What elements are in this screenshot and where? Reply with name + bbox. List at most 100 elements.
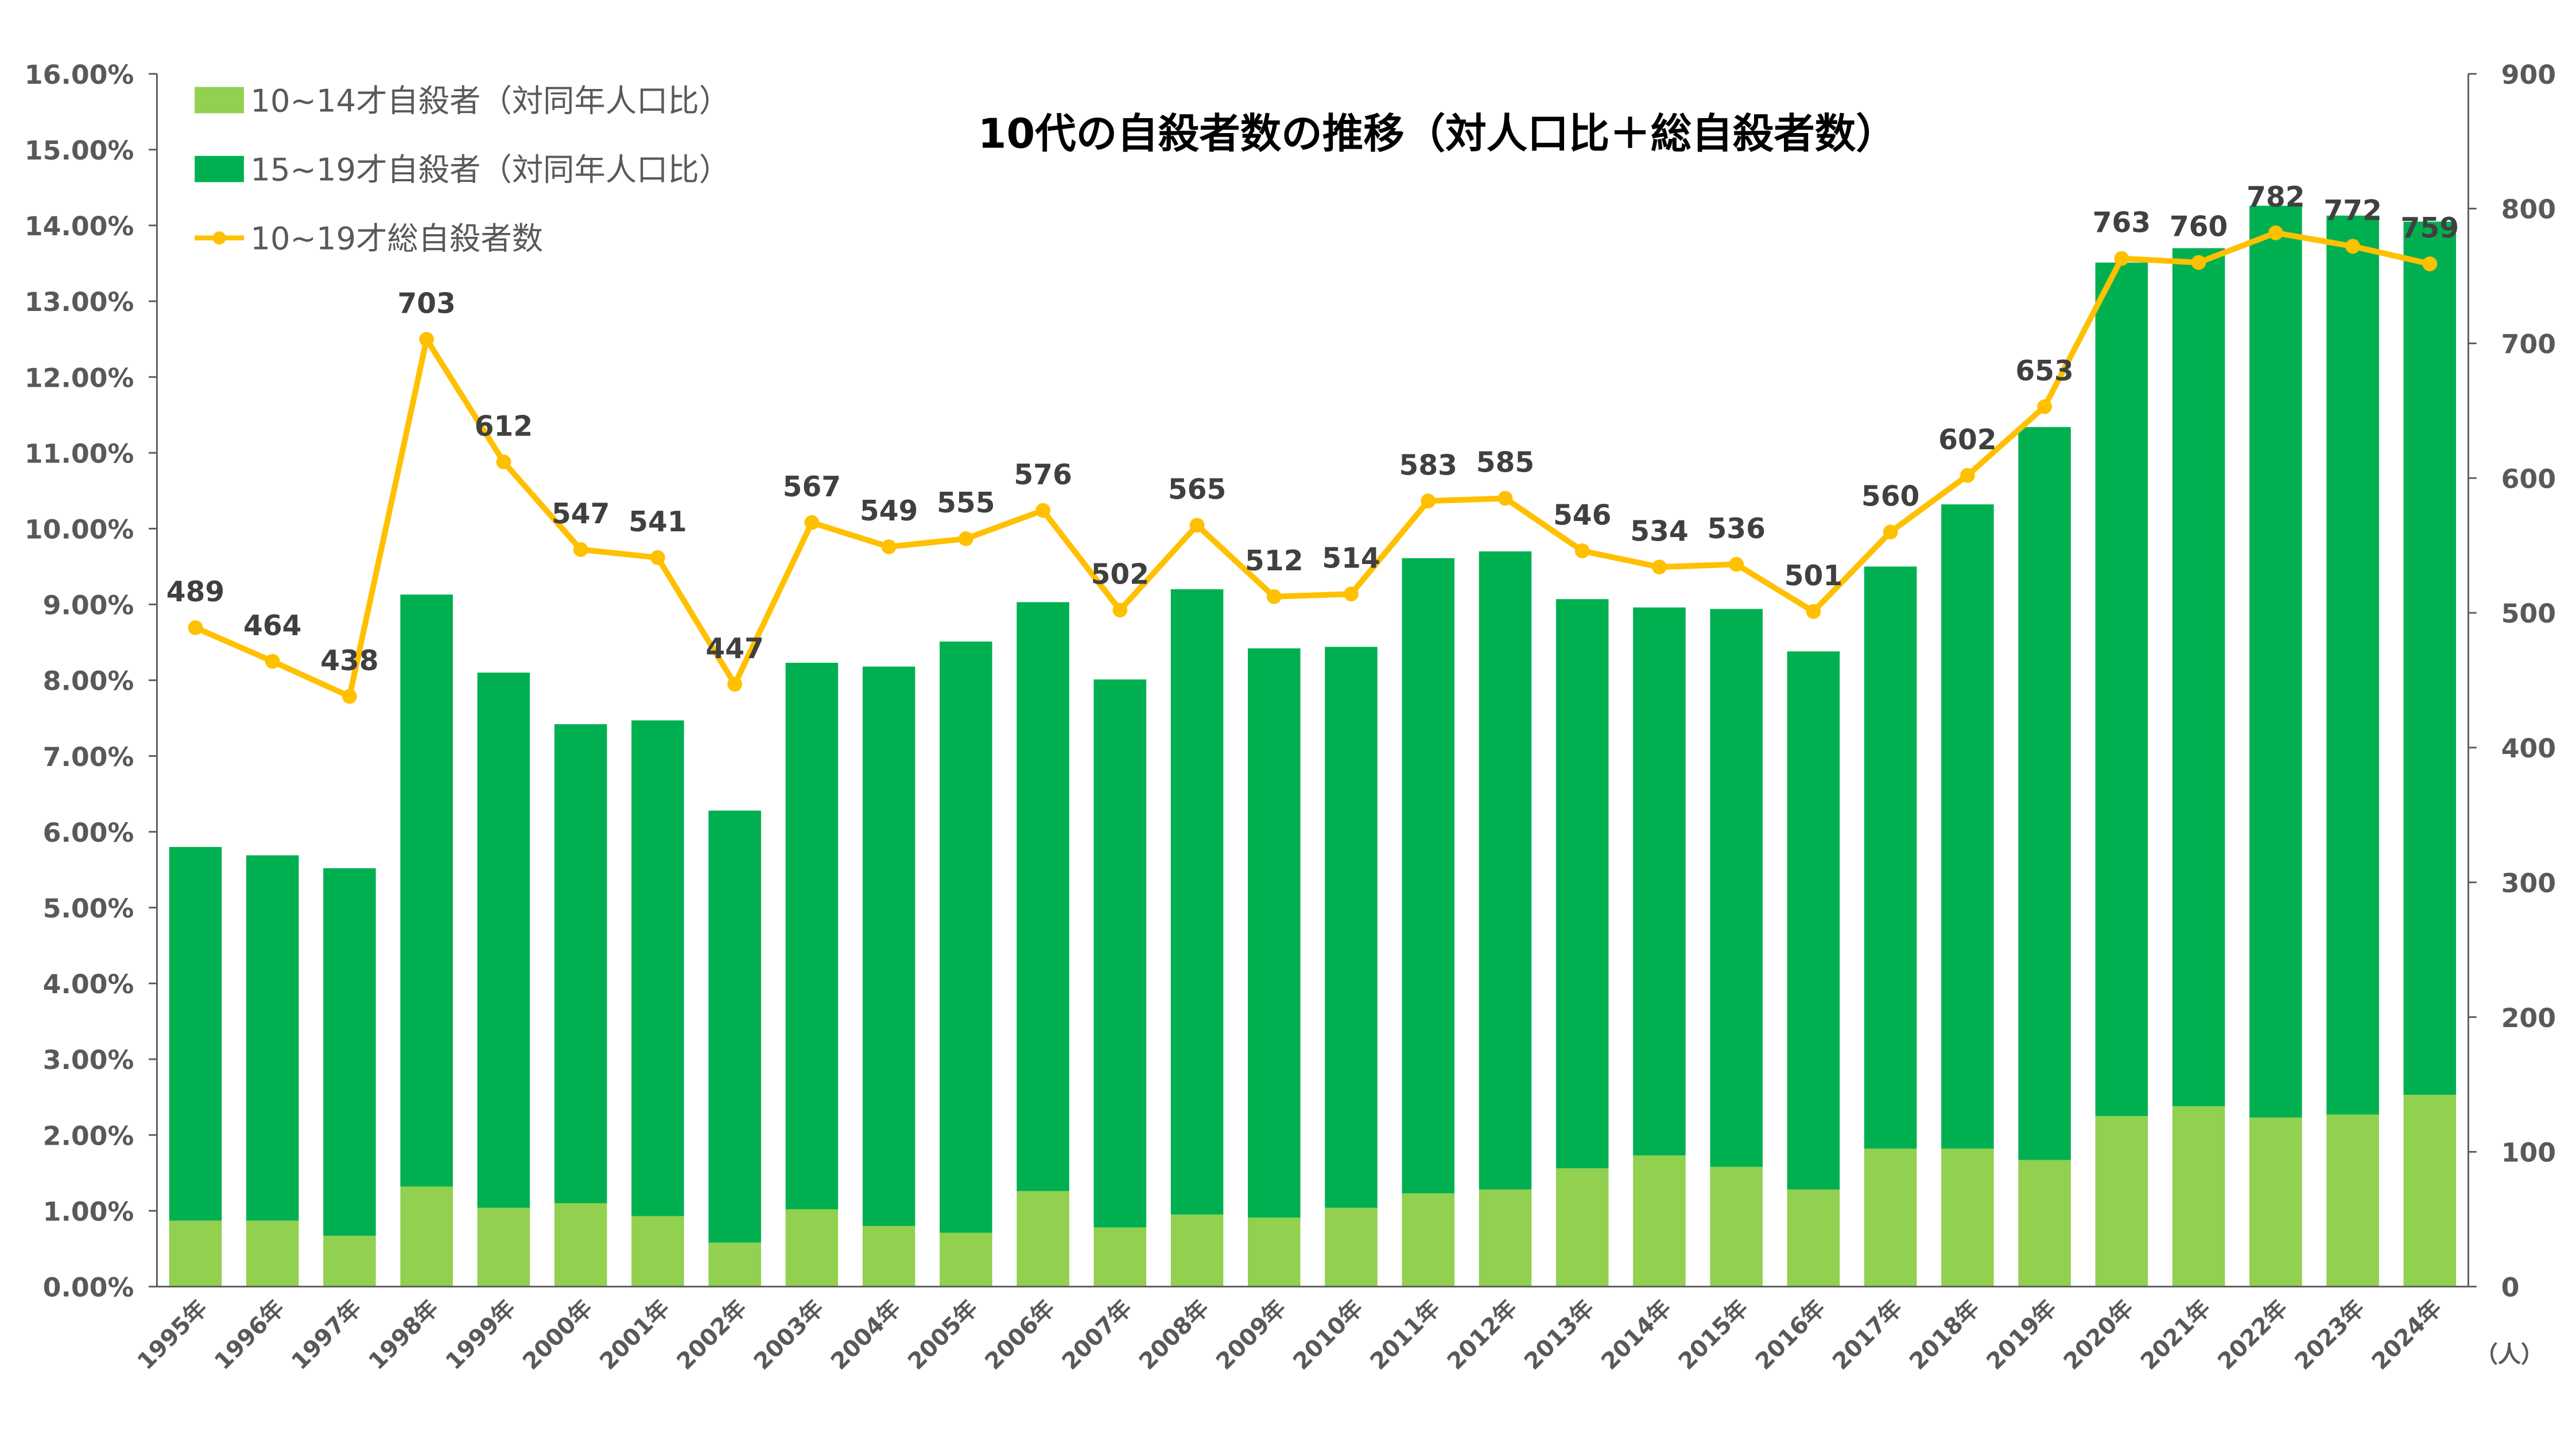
data-label: 502 (1091, 559, 1149, 591)
total-point (2268, 225, 2283, 240)
left-tick-label: 3.00% (43, 1045, 134, 1075)
x-tick-label: 2009年 (1211, 1295, 1291, 1375)
left-tick-label: 12.00% (25, 363, 134, 393)
bar-10-14 (169, 1220, 222, 1287)
data-label: 447 (705, 633, 763, 665)
x-tick-label: 2001年 (595, 1295, 675, 1375)
x-tick-label: 2013年 (1519, 1295, 1600, 1375)
left-tick-label: 1.00% (43, 1196, 134, 1227)
total-point (2345, 239, 2360, 254)
data-label: 546 (1553, 499, 1611, 531)
total-point (1574, 543, 1590, 558)
chart-title: 10代の自殺者数の推移（対人口比＋総自殺者数） (978, 110, 1897, 157)
bar-15-19 (708, 810, 761, 1243)
right-tick-label: 900 (2501, 60, 2556, 90)
total-point (2037, 399, 2052, 414)
bar-15-19 (1248, 648, 1301, 1218)
bar-10-14 (1555, 1168, 1609, 1287)
left-tick-label: 8.00% (43, 666, 134, 697)
left-tick-label: 6.00% (43, 818, 134, 848)
x-tick-label: 2011年 (1365, 1295, 1446, 1375)
bar-15-19 (940, 641, 992, 1233)
bar-10-14 (631, 1216, 684, 1287)
x-tick-label: 2002年 (672, 1295, 752, 1375)
data-label: 489 (166, 576, 224, 608)
x-tick-label: 2021年 (2136, 1295, 2216, 1375)
total-point (265, 654, 280, 669)
bar-15-19 (1479, 551, 1532, 1190)
x-tick-label: 2022年 (2213, 1295, 2293, 1375)
legend: 10~14才自殺者（対同年人口比） 15~19才自殺者（対同年人口比） 10~1… (195, 83, 730, 257)
data-label: 560 (1861, 480, 1919, 512)
right-tick-label: 400 (2501, 733, 2556, 764)
total-point (804, 515, 820, 530)
data-label: 612 (475, 410, 533, 442)
bar-15-19 (323, 868, 376, 1236)
bar-15-19 (1710, 609, 1763, 1167)
left-tick-label: 14.00% (25, 211, 134, 242)
data-label: 602 (1938, 424, 1996, 456)
data-label: 555 (937, 487, 995, 519)
bar-10-14 (708, 1242, 761, 1287)
x-tick-label: 1996年 (210, 1295, 290, 1375)
x-tick-label: 2012年 (1442, 1295, 1523, 1375)
bar-10-14 (554, 1203, 607, 1287)
bar-15-19 (631, 720, 684, 1216)
total-point (650, 550, 665, 565)
x-tick-label: 2024年 (2367, 1295, 2447, 1375)
data-label: 512 (1245, 545, 1303, 577)
legend-swatch-10-14 (195, 87, 244, 114)
bar-10-14 (2095, 1116, 2148, 1287)
left-tick-label: 13.00% (25, 287, 134, 317)
bar-15-19 (1864, 566, 1917, 1149)
total-point (1035, 503, 1050, 518)
x-tick-label: 2018年 (1904, 1295, 1985, 1375)
x-tick-label: 2023年 (2290, 1295, 2370, 1375)
x-tick-label: 2006年 (980, 1295, 1060, 1375)
bar-10-14 (2172, 1106, 2225, 1287)
data-label: 536 (1707, 513, 1765, 545)
bar-10-14 (2249, 1117, 2302, 1287)
total-point (2422, 256, 2438, 271)
x-tick-label: 2015年 (1674, 1295, 1754, 1375)
data-label: 760 (2170, 211, 2228, 243)
legend-label-10-14: 10~14才自殺者（対同年人口比） (250, 83, 730, 119)
data-label: 583 (1399, 449, 1457, 481)
bar-10-14 (323, 1235, 376, 1287)
bar-15-19 (1170, 589, 1224, 1215)
total-point (958, 531, 973, 546)
bar-15-19 (1555, 599, 1609, 1169)
bar-15-19 (246, 855, 299, 1221)
legend-marker-total (212, 231, 226, 245)
legend-label-15-19: 15~19才自殺者（対同年人口比） (250, 152, 730, 188)
total-point (1729, 557, 1744, 572)
bar-15-19 (554, 724, 607, 1204)
x-tick-label: 2008年 (1134, 1295, 1215, 1375)
bar-15-19 (1017, 602, 1069, 1191)
bar-10-14 (785, 1209, 839, 1287)
bar-15-19 (2172, 248, 2225, 1106)
left-tick-label: 9.00% (43, 590, 134, 621)
x-tick-label: 2014年 (1596, 1295, 1677, 1375)
data-label: 534 (1630, 515, 1688, 547)
data-label: 585 (1476, 447, 1534, 479)
x-tick-label: 1999年 (441, 1295, 521, 1375)
data-label: 782 (2247, 181, 2305, 213)
left-tick-label: 10.00% (25, 514, 134, 545)
right-tick-label: 100 (2501, 1138, 2556, 1168)
data-label: 567 (783, 471, 841, 503)
data-label: 565 (1168, 474, 1226, 506)
data-label: 549 (860, 495, 918, 527)
x-tick-label: 2019年 (1981, 1295, 2062, 1375)
data-label: 514 (1322, 542, 1380, 574)
data-label: 772 (2323, 195, 2381, 227)
line-series: 489 464 438 703 612 547 541 447 567 549 555 576 502 5… (166, 181, 2459, 704)
bar-15-19 (1093, 679, 1147, 1228)
bar-15-19 (169, 847, 222, 1221)
data-label: 501 (1784, 560, 1842, 592)
bar-15-19 (400, 594, 453, 1187)
right-tick-label: 500 (2501, 598, 2556, 629)
bar-10-14 (1633, 1155, 1686, 1287)
data-label: 438 (320, 645, 378, 677)
right-axis-unit: （人） (2475, 1341, 2544, 1368)
